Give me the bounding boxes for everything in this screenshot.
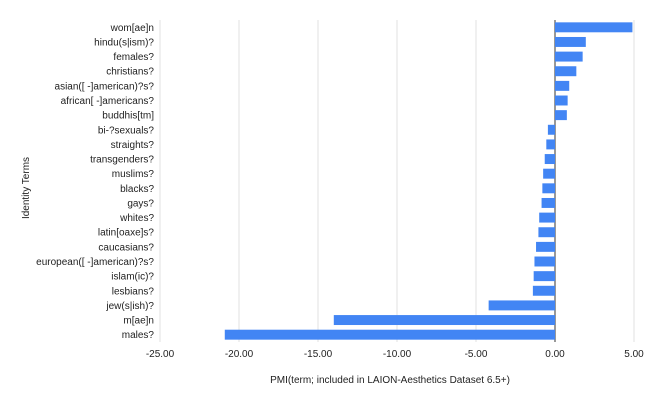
bar: [224, 329, 555, 340]
category-label: european([ -]american)?s?: [36, 257, 154, 268]
bar: [333, 315, 555, 326]
bar: [555, 36, 586, 47]
category-label: transgenders?: [90, 155, 154, 166]
bar: [532, 285, 555, 296]
category-label: jew(s|ish)?: [105, 301, 154, 312]
bar: [536, 241, 555, 252]
bar: [547, 124, 555, 135]
category-label: latin[oaxe]s?: [98, 228, 155, 239]
x-tick-label: -10.00: [383, 349, 412, 360]
x-tick-label: -25.00: [146, 349, 175, 360]
bar: [544, 154, 555, 165]
x-tick-label: -20.00: [225, 349, 254, 360]
category-label: christians?: [106, 67, 154, 78]
category-label: gays?: [127, 198, 154, 209]
category-label: females?: [113, 52, 154, 63]
category-label: caucasians?: [98, 242, 154, 253]
bar: [538, 227, 555, 238]
bar: [555, 22, 633, 33]
category-label: buddhis[tm]: [102, 111, 154, 122]
bar: [488, 300, 555, 311]
category-labels: wom[ae]n hindu(s|ism)? females? christians?…: [36, 23, 154, 341]
category-label: blacks?: [120, 184, 154, 195]
bar: [543, 168, 555, 179]
category-label: whites?: [119, 213, 154, 224]
x-axis-title: PMI(term; included in LAION-Aesthetics D…: [270, 375, 510, 386]
category-label: bi-?sexuals?: [98, 125, 155, 136]
x-tick-labels: -25.00 -20.00 -15.00 -10.00 -5.00 0.00 5.00: [146, 349, 644, 360]
bar: [555, 110, 567, 121]
bars: [224, 22, 633, 340]
category-label: muslims?: [112, 169, 155, 180]
category-label: m[ae]n: [123, 316, 154, 327]
x-tick-label: -15.00: [304, 349, 333, 360]
x-tick-label: 0.00: [545, 349, 565, 360]
category-label: african[ -]americans?: [61, 96, 155, 107]
category-label: hindu(s|ism)?: [94, 37, 154, 48]
category-label: wom[ae]n: [110, 23, 154, 34]
bar: [546, 139, 555, 150]
bar: [542, 183, 555, 194]
bar: [541, 197, 555, 208]
category-label: asian([ -]american)?s?: [55, 81, 155, 92]
x-tick-label: -5.00: [465, 349, 488, 360]
bar: [539, 212, 555, 223]
y-axis-title: Identity Terms: [21, 157, 32, 219]
category-label: lesbians?: [112, 286, 155, 297]
bar: [533, 271, 555, 282]
bar: [555, 80, 570, 91]
bar: [555, 66, 577, 77]
category-label: males?: [122, 330, 155, 341]
bar: [555, 51, 583, 62]
category-label: straights?: [111, 140, 155, 151]
category-label: islam(ic)?: [111, 272, 154, 283]
x-tick-label: 5.00: [624, 349, 644, 360]
bar: [555, 95, 568, 106]
bar: [534, 256, 555, 267]
